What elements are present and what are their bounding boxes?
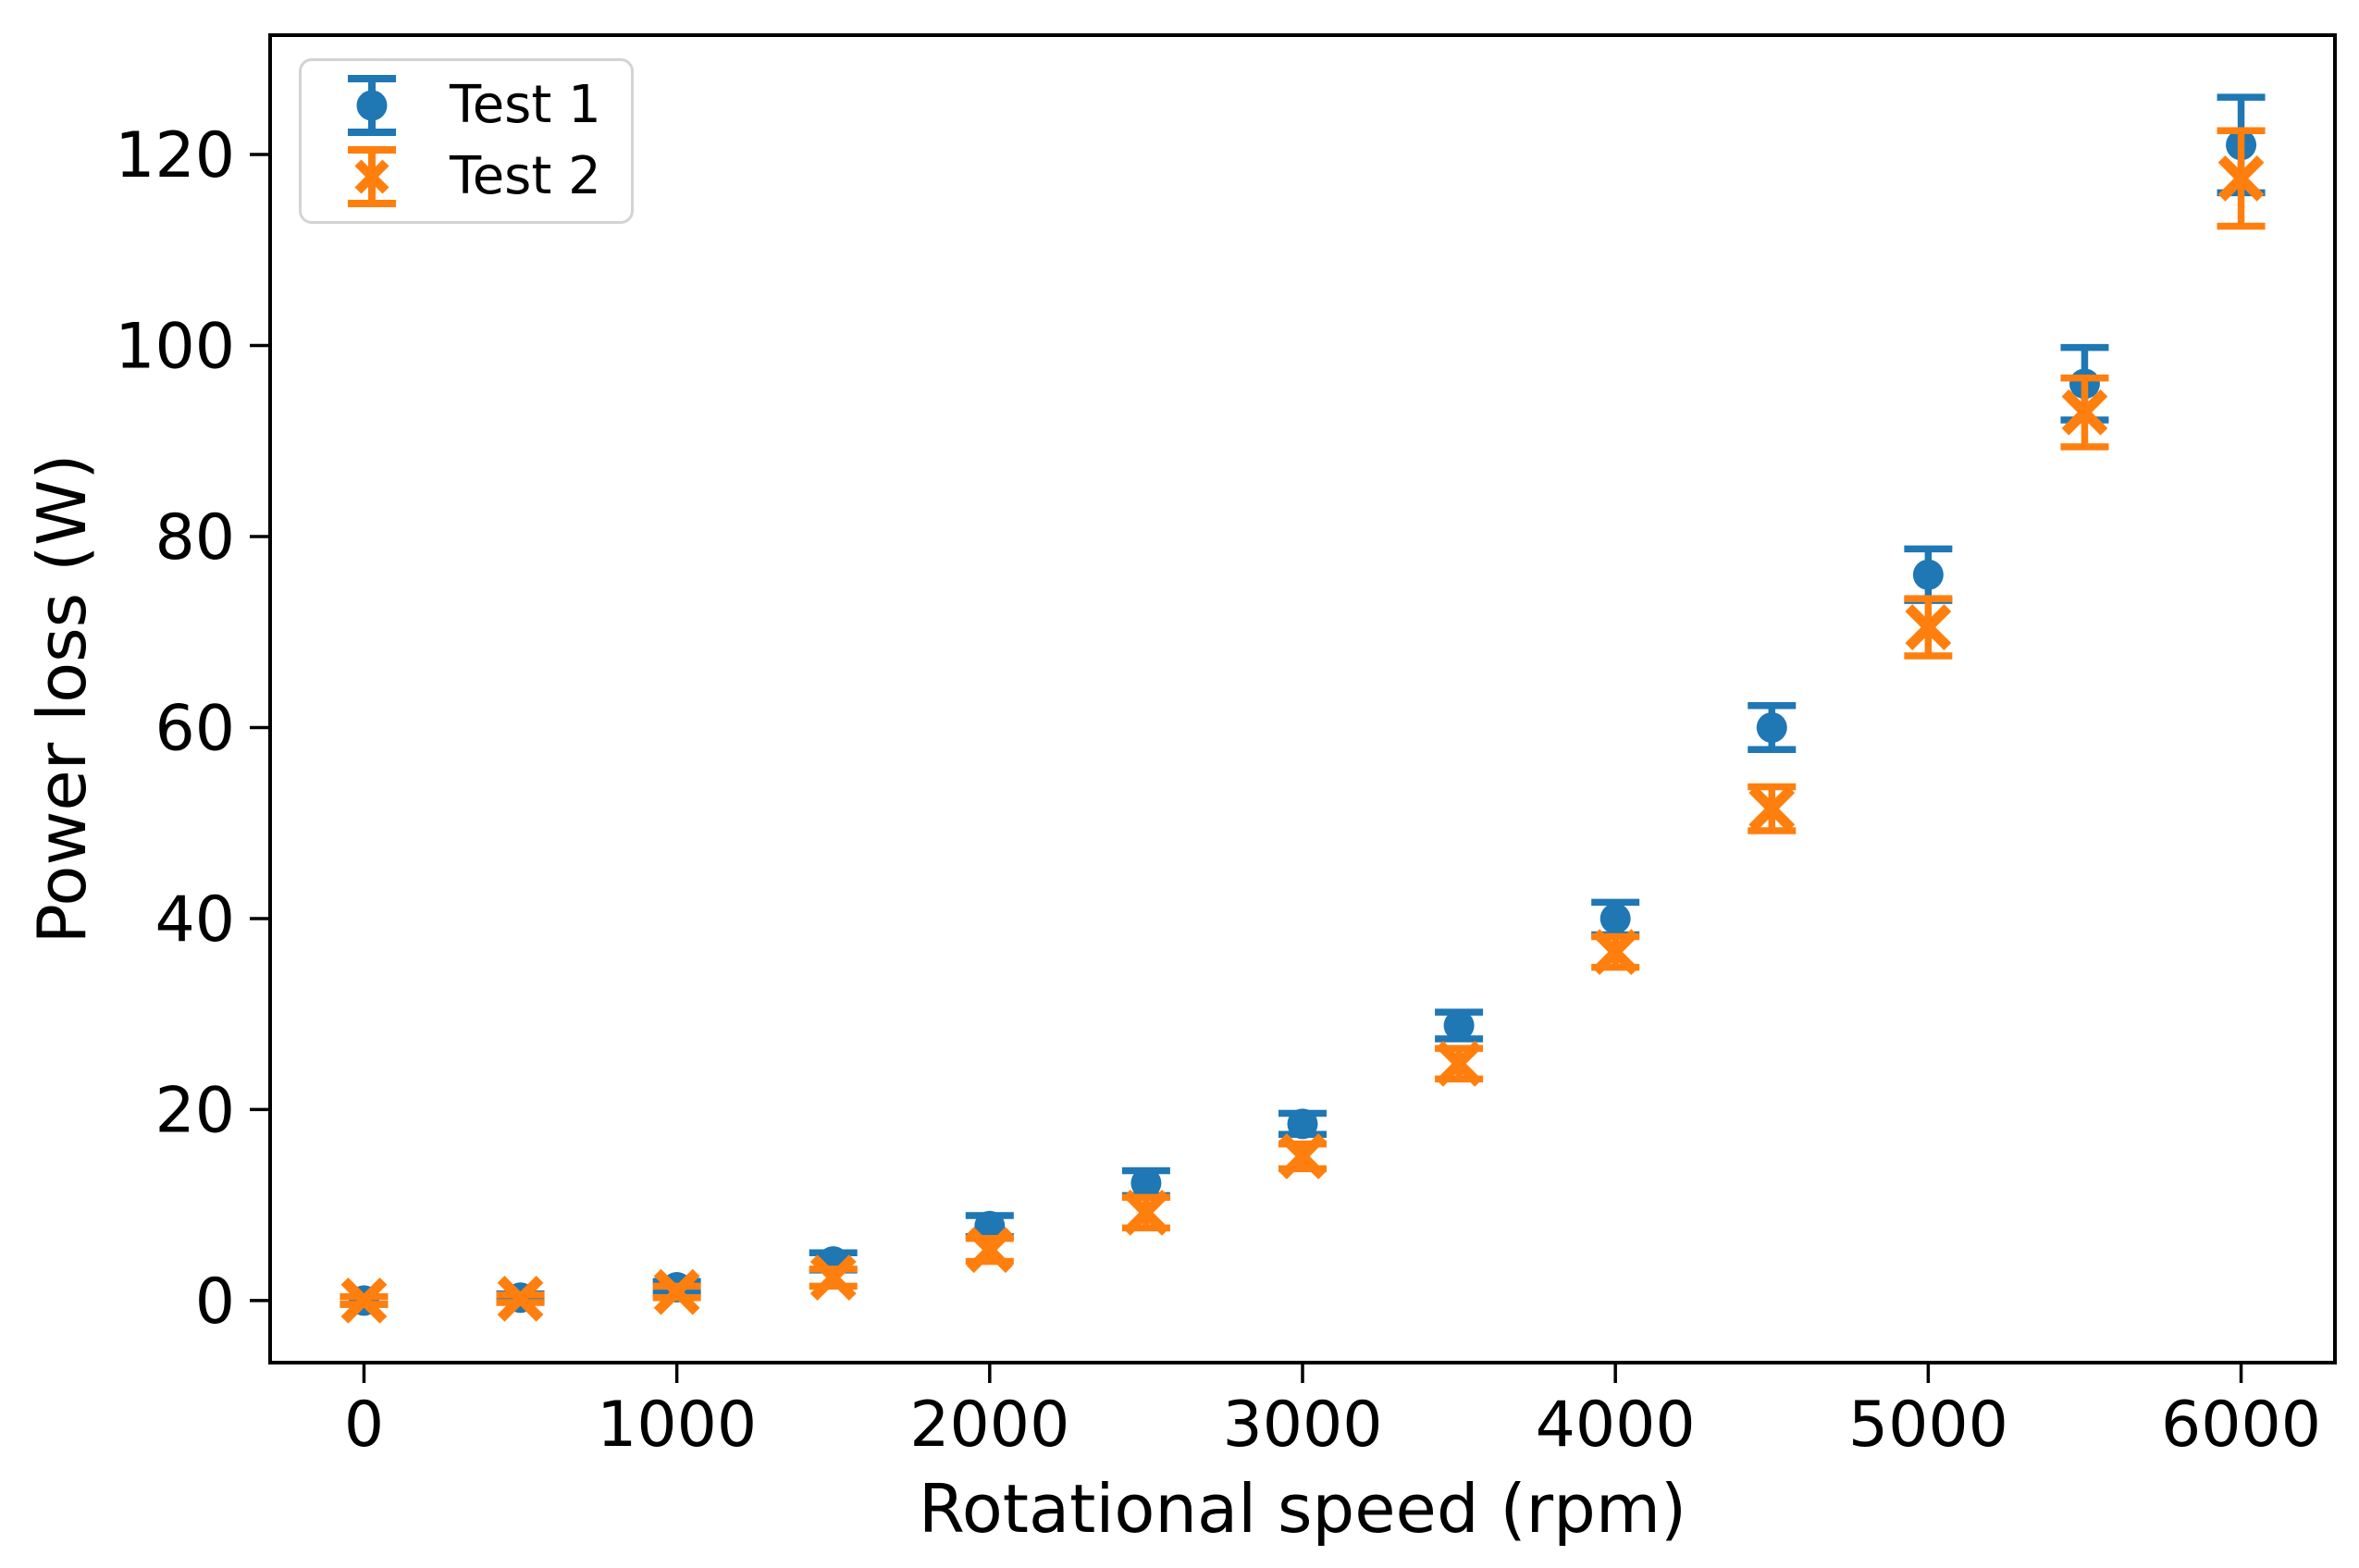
series-2-data-point [497,1275,544,1322]
series-1-data-point [1287,1108,1318,1140]
x-tick-label: 0 [344,1389,384,1462]
x-tick-label: 5000 [1848,1389,2008,1462]
series-2-data-point [1905,604,1952,650]
series-1-data-point [1756,711,1787,743]
legend-label-test-2: Test 2 [450,145,601,206]
x-tick-label: 4000 [1536,1389,1696,1462]
series-2-data-point [966,1227,1013,1274]
x-tick-label: 3000 [1222,1389,1382,1462]
y-tick-label: 0 [195,1266,235,1339]
legend: Test 1 Test 2 [299,58,634,224]
y-tick-label: 40 [154,883,235,957]
series-1-data-point [1130,1167,1162,1199]
y-tick-label: 100 [115,311,235,384]
y-tick-label: 80 [154,501,235,574]
series-1-data-point [1599,903,1631,934]
series-1-data-point [1912,559,1944,590]
series-2-data-point [340,1278,388,1324]
legend-label-test-1: Test 1 [450,75,601,136]
series-2-data-point [1279,1133,1326,1179]
series-1-data-point [974,1210,1006,1241]
series-2-data-point [809,1254,857,1302]
series-2-data-point [1436,1040,1482,1087]
y-axis-label: Power loss (W) [23,454,101,945]
y-tick-label: 60 [154,692,235,765]
test-2-errorbar-x-icon [348,145,396,207]
series-2-data-point [2217,154,2265,202]
series-2-data-point [653,1268,700,1315]
y-tick-label: 20 [154,1074,235,1147]
y-tick-label: 120 [115,119,235,192]
x-tick-label: 2000 [909,1389,1069,1462]
series-1-data-point [1443,1010,1475,1042]
legend-item-test-1: Test 1 [333,70,616,142]
series-2-data-point [1592,929,1639,975]
test-1-errorbar-circle-icon [348,75,396,137]
series-2-data-point [1748,785,1796,833]
x-tick-label: 1000 [597,1389,757,1462]
series-2-data-point [1123,1190,1169,1236]
series-2-data-point [2061,389,2108,436]
legend-item-test-2: Test 2 [333,142,616,213]
x-axis-label: Rotational speed (rpm) [919,1470,1686,1548]
x-tick-label: 6000 [2161,1389,2321,1462]
